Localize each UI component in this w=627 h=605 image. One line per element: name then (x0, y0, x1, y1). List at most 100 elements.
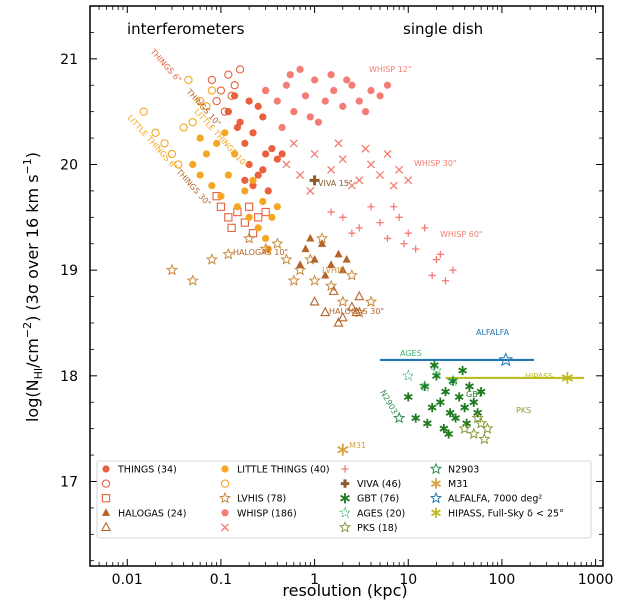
point-s6-2 (205, 253, 218, 265)
point-s13-15 (439, 424, 449, 434)
point-s9-13 (383, 81, 392, 89)
point-s4-9 (254, 224, 262, 232)
point-s10-8 (383, 149, 392, 158)
point-s6-3 (222, 247, 235, 260)
point-s3-2 (224, 70, 233, 79)
annot-gbt: GBT (466, 390, 483, 399)
annot-whisp30: WHISP 30" (414, 159, 457, 168)
y-label-part-4: ) (23, 152, 42, 158)
x-tick-label-5: 1000 (578, 572, 614, 588)
point-s6-0 (165, 263, 179, 276)
legend-label-7: LVHIS (78) (237, 494, 286, 505)
annot-halogas30: HALOGAS 30" (329, 307, 384, 316)
point-s9-21 (286, 71, 294, 79)
point-s19-0 (561, 371, 574, 384)
legend-marker-18 (431, 507, 441, 518)
y-label-sup-2: −1 (21, 158, 34, 174)
point-s4-17 (259, 197, 267, 206)
point-s12-0 (309, 175, 320, 186)
x-tick-label-0: 0.01 (112, 572, 143, 588)
point-s7-2 (317, 239, 327, 247)
point-s0-5 (254, 102, 262, 110)
point-s11-6 (404, 229, 412, 237)
point-s6-12 (287, 274, 300, 286)
legend-label-3: HALOGAS (24) (118, 508, 187, 519)
point-s10-3 (327, 165, 336, 174)
point-s10-4 (338, 155, 347, 164)
point-s10-0 (282, 160, 291, 169)
point-s4-7 (241, 187, 249, 195)
point-s13-4 (432, 371, 441, 381)
point-s9-10 (355, 97, 363, 105)
point-s1-9 (278, 150, 286, 158)
point-s0-6 (259, 113, 267, 121)
legend-marker-16 (431, 478, 441, 489)
point-s6-7 (294, 263, 307, 276)
point-s7-3 (326, 260, 336, 268)
point-s0-7 (241, 139, 249, 147)
point-s5-0 (139, 107, 148, 116)
legend-marker-5 (221, 465, 229, 473)
point-s15-0 (458, 422, 471, 434)
point-s0-9 (233, 123, 242, 132)
y-axis-label: log(NHI/cm−2) (3σ over 16 km s−1) (21, 152, 45, 422)
point-s9-19 (361, 108, 370, 116)
point-s5-1 (151, 128, 160, 137)
point-s11-8 (421, 224, 429, 232)
point-s7-0 (301, 244, 310, 253)
point-s9-0 (262, 86, 270, 95)
legend-label-16: M31 (448, 479, 468, 490)
point-s4-19 (196, 134, 204, 142)
y-label-part-2: /cm (23, 338, 42, 368)
point-s4-5 (224, 171, 232, 179)
legend-label-17: ALFALFA, 7000 deg² (448, 494, 542, 505)
legend-marker-12 (340, 493, 350, 504)
point-s15-2 (475, 416, 488, 429)
point-s4-10 (262, 234, 270, 243)
point-s6-9 (325, 279, 338, 292)
axis-ticks: 0.01 0.1 1 10 100 1000 17 18 19 20 21 (60, 5, 614, 588)
annot-hipass: HIPASS (525, 372, 553, 381)
legend-label-14: PKS (18) (357, 523, 398, 534)
point-s5-10 (184, 75, 193, 85)
point-s11-15 (428, 271, 436, 280)
point-s8-1 (320, 306, 331, 317)
point-s8-2 (328, 285, 339, 295)
point-s9-18 (343, 76, 351, 84)
point-s6-4 (243, 232, 256, 244)
point-s5-8 (202, 102, 211, 111)
point-s1-7 (241, 176, 249, 184)
point-s1-5 (259, 166, 267, 174)
data-points (139, 65, 574, 456)
legend-label-5: LITTLE THINGS (40) (237, 465, 330, 476)
point-s0-1 (231, 92, 239, 100)
legend-label-15: N2903 (448, 465, 479, 476)
point-s10-5 (355, 176, 364, 185)
annot-pks: PKS (516, 406, 531, 415)
legend-marker-1 (101, 479, 111, 488)
point-s4-2 (202, 150, 211, 158)
point-s1-3 (249, 182, 257, 190)
point-s10-13 (334, 139, 343, 148)
point-s4-12 (273, 203, 281, 211)
point-s11-1 (355, 224, 363, 232)
point-s4-8 (245, 213, 253, 221)
y-tick-label-0: 17 (60, 474, 78, 490)
point-s1-4 (268, 145, 276, 153)
legend-marker-11 (340, 479, 350, 488)
point-s10-10 (404, 176, 413, 185)
annot-viva15: VIVA 15" (318, 179, 353, 188)
legend-marker-4 (100, 521, 112, 532)
y-tick-label-3: 20 (60, 157, 78, 173)
point-s7-1 (310, 254, 319, 263)
point-s16-0 (393, 411, 406, 424)
point-s10-15 (361, 144, 370, 153)
point-s11-10 (441, 277, 450, 285)
point-s3-0 (207, 75, 217, 85)
point-s9-17 (327, 71, 335, 79)
point-s1-0 (245, 160, 253, 169)
point-s9-7 (330, 86, 338, 95)
point-s8-3 (337, 311, 348, 322)
point-s3-6 (235, 65, 245, 74)
plot-frame (89, 5, 604, 567)
